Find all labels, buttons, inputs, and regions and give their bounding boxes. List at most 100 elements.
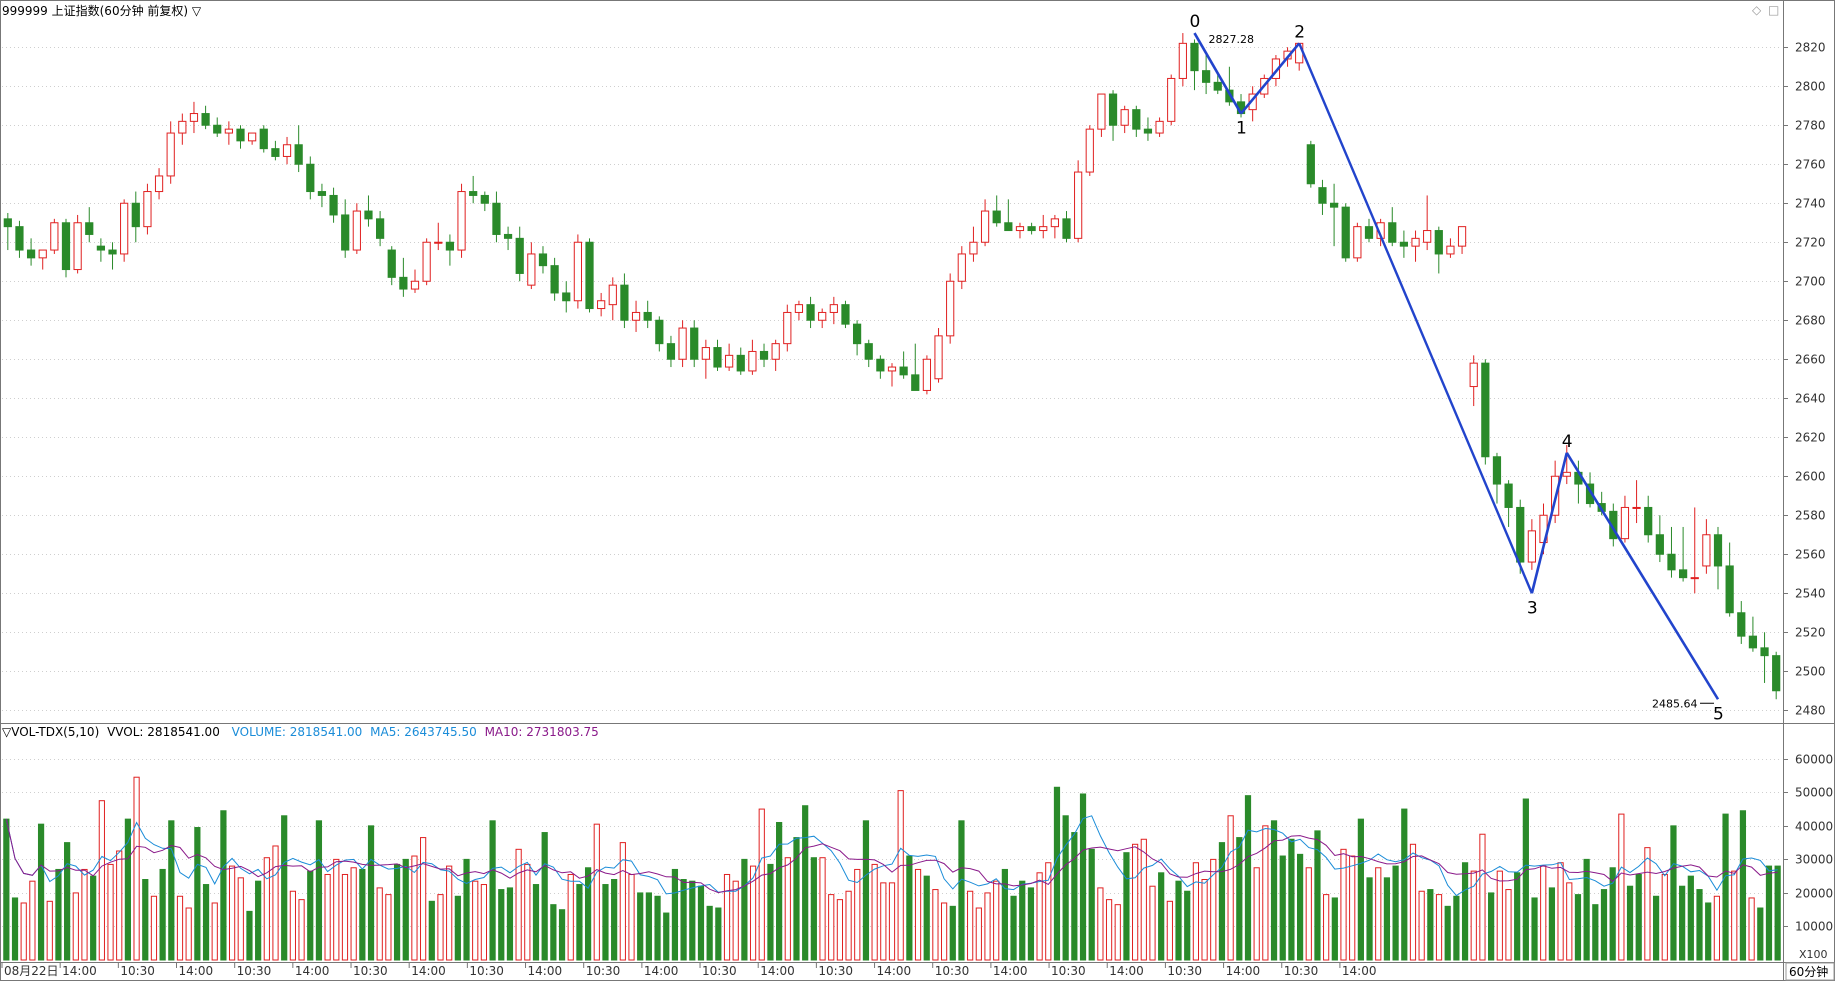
wave-line — [1193, 32, 1243, 115]
volume-bar — [602, 884, 609, 961]
candle-body — [85, 222, 94, 235]
volume-bar — [732, 880, 739, 961]
candle-body — [410, 280, 420, 290]
volume-bar — [185, 907, 192, 961]
volume-bar — [984, 892, 991, 961]
candle-body — [329, 194, 338, 216]
price-tick-label: 2680 — [1795, 314, 1826, 328]
ma5-value: 2643745.50 — [404, 725, 477, 739]
volume-bar — [906, 855, 913, 961]
volume-bar — [802, 805, 809, 961]
x-tick-label: 08月22日 — [4, 964, 59, 978]
candle-body — [550, 265, 559, 294]
candle-body — [317, 191, 327, 196]
volume-bar — [55, 868, 62, 961]
volume-bar — [315, 820, 323, 961]
volume-bar — [1097, 887, 1104, 961]
volume-bar — [159, 868, 166, 961]
maximize-window-icon[interactable]: □ — [1768, 3, 1780, 17]
x-tick-label: 14:00 — [877, 964, 912, 978]
price-tick-label: 2820 — [1795, 41, 1826, 55]
candle-body — [294, 144, 303, 165]
candle-body — [783, 311, 792, 345]
volume-bar — [307, 870, 314, 961]
candle-body — [1027, 226, 1036, 232]
volume-bar — [437, 894, 444, 961]
volume-bar — [654, 895, 661, 961]
candle-body — [189, 113, 199, 122]
x-tick-label: 14:00 — [760, 964, 795, 978]
ma10-label: MA10: — [484, 725, 523, 739]
volume-bar — [993, 880, 1000, 961]
candle-body — [1690, 577, 1699, 580]
price-tick-label: 2700 — [1795, 275, 1826, 289]
price-tick-label: 2560 — [1795, 548, 1826, 562]
volume-bar — [1600, 889, 1608, 961]
price-tick-label: 2760 — [1795, 158, 1826, 172]
volume-bar — [611, 879, 618, 961]
volume-bar — [133, 776, 140, 961]
volume-bar — [64, 842, 71, 961]
volume-bar — [1696, 889, 1703, 961]
volume-label: VOLUME: — [231, 725, 286, 739]
candle-body — [1155, 120, 1164, 134]
volume-bar — [1045, 862, 1052, 961]
candle-body — [1423, 230, 1432, 243]
volume-bar — [541, 832, 548, 961]
candle-body — [1120, 109, 1129, 126]
candle-body — [1679, 569, 1688, 579]
x-tick-label: 10:30 — [237, 964, 272, 978]
x-tick-label: 14:00 — [179, 964, 214, 978]
price-tick-label: 2620 — [1795, 431, 1826, 445]
volume-bar — [532, 884, 540, 961]
candle-body — [887, 366, 897, 372]
candle-body — [1341, 206, 1350, 259]
candle-body — [213, 124, 222, 134]
volume-tick-label: 50000 — [1795, 786, 1833, 800]
volume-bar — [3, 818, 10, 961]
volume-bar — [168, 820, 175, 961]
candle-body — [166, 132, 175, 177]
volume-bar — [932, 889, 939, 961]
candle-body — [1655, 534, 1664, 555]
x-tick-label: 14:00 — [1342, 964, 1377, 978]
x-tick-label: 10:30 — [935, 964, 970, 978]
volume-bar — [776, 821, 783, 961]
high-price-label: 2827.28 — [1208, 33, 1254, 46]
chart-title[interactable]: 999999 上证指数(60分钟 前复权) ▽ — [2, 4, 202, 18]
volume-bar — [706, 905, 713, 961]
candle-body — [352, 210, 361, 251]
volume-bar — [1470, 870, 1477, 961]
volume-bar — [1435, 894, 1443, 961]
volume-bar — [619, 842, 626, 961]
candle-body — [1469, 362, 1478, 388]
volume-bar — [1635, 873, 1642, 961]
volume-tick-label: 30000 — [1795, 853, 1833, 867]
volume-bar — [1531, 897, 1538, 961]
candle-body — [469, 191, 478, 196]
candle-body — [1399, 241, 1409, 247]
volume-bar — [211, 902, 218, 961]
volume-indicator-name[interactable]: ▽VOL-TDX(5,10) — [2, 725, 100, 739]
candle-body — [1481, 362, 1490, 458]
candle-body — [236, 128, 245, 142]
price-tick-label: 2740 — [1795, 197, 1826, 211]
restore-window-icon[interactable]: ◇ — [1752, 3, 1762, 17]
price-tick-label: 2480 — [1795, 704, 1826, 718]
volume-bar — [1574, 894, 1582, 961]
candle-body — [1202, 70, 1211, 83]
x-tick-label: 14:00 — [528, 964, 563, 978]
volume-bar — [480, 884, 488, 961]
volume-bar — [1479, 833, 1486, 961]
volume-bar — [819, 857, 826, 961]
candle-body — [1213, 81, 1222, 91]
volume-tick-label: 60000 — [1795, 753, 1833, 767]
candle-body — [1178, 42, 1187, 79]
volume-bar — [150, 895, 158, 961]
volume-bar — [1453, 895, 1460, 961]
volume-bar — [828, 894, 835, 961]
price-tick-label: 2600 — [1795, 470, 1826, 484]
x-tick-label: 10:30 — [1284, 964, 1319, 978]
